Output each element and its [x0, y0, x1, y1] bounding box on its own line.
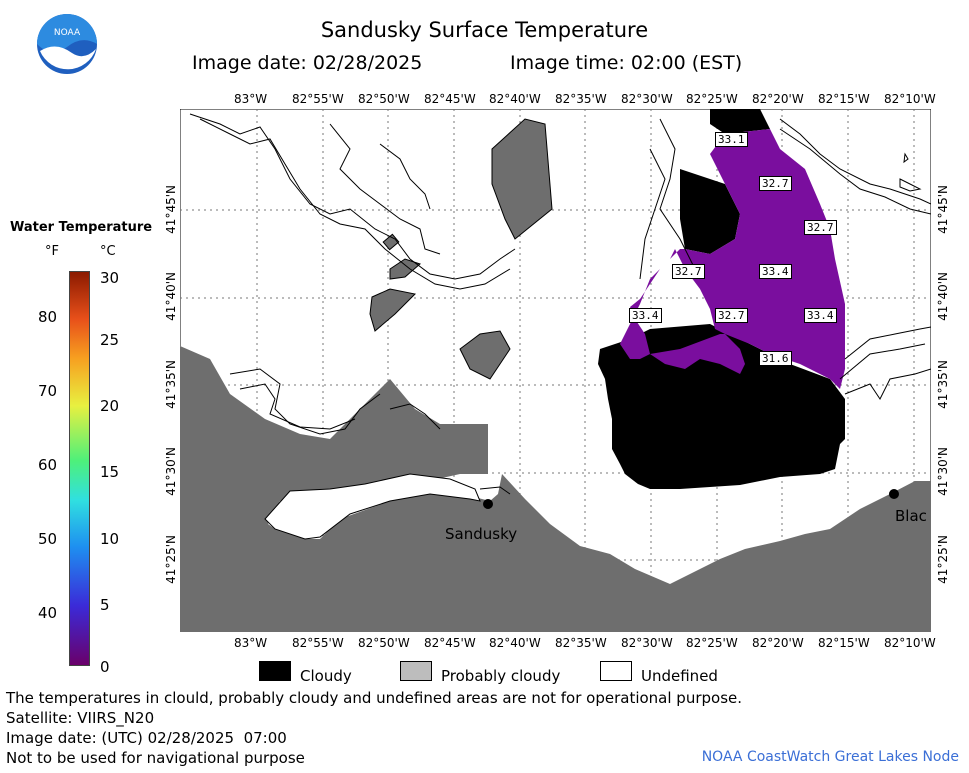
- temp-label: 32.7: [715, 308, 748, 323]
- lon-label: 82°45'W: [424, 636, 476, 650]
- lat-label: 41°35'N: [936, 360, 950, 409]
- lat-label: 41°30'N: [164, 447, 178, 496]
- image-time: Image time: 02:00 (EST): [510, 52, 743, 74]
- lon-label: 83°W: [234, 636, 268, 650]
- lon-label: 82°35'W: [555, 92, 607, 106]
- footer-utc-date: Image date: (UTC) 02/28/2025 07:00: [6, 729, 287, 747]
- legend-cloudy: Cloudy: [300, 667, 352, 685]
- c-tick: 10: [100, 530, 120, 548]
- c-tick: 20: [100, 397, 120, 415]
- lat-label: 41°25'N: [164, 535, 178, 584]
- lon-label: 83°W: [234, 92, 268, 106]
- sandusky-bay: [264, 473, 481, 540]
- lat-label: 41°40'N: [936, 272, 950, 321]
- footer-navigation-note: Not to be used for navigational purpose: [6, 749, 305, 767]
- temp-label: 33.4: [629, 308, 662, 323]
- lon-label: 82°10'W: [884, 636, 936, 650]
- f-tick: 40: [38, 604, 58, 622]
- contours: [189, 113, 931, 495]
- c-tick: 15: [100, 463, 120, 481]
- f-tick: 50: [38, 530, 58, 548]
- cloud-area: [680, 169, 740, 254]
- island: [369, 288, 417, 332]
- lat-label: 41°45'N: [936, 185, 950, 234]
- temp-label: 32.7: [759, 176, 792, 191]
- lon-label: 82°55'W: [292, 636, 344, 650]
- lat-label: 41°45'N: [164, 185, 178, 234]
- svg-text:NOAA: NOAA: [54, 28, 81, 38]
- island: [382, 233, 400, 251]
- black-river-marker: [889, 489, 899, 499]
- lon-label: 82°10'W: [884, 92, 936, 106]
- valid-water: [650, 334, 745, 374]
- colorbar: [69, 271, 90, 666]
- c-tick: 30: [100, 269, 120, 287]
- f-tick: 80: [38, 308, 58, 326]
- c-tick: 25: [100, 331, 120, 349]
- legend-undefined: Undefined: [641, 667, 718, 685]
- colorbar-unit-f: °F: [45, 244, 59, 259]
- lon-label: 82°50'W: [358, 636, 410, 650]
- f-tick: 70: [38, 382, 58, 400]
- place-label-sandusky: Sandusky: [445, 525, 518, 543]
- temp-label: 31.6: [759, 351, 792, 366]
- colorbar-unit-c: °C: [100, 244, 116, 259]
- temp-label: 33.4: [804, 308, 837, 323]
- lon-label: 82°15'W: [818, 92, 870, 106]
- temp-label: 33.4: [759, 264, 792, 279]
- small-island: [903, 152, 909, 164]
- legend-probably-cloudy: Probably cloudy: [441, 667, 561, 685]
- c-tick: 0: [100, 658, 110, 676]
- lon-label: 82°30'W: [621, 92, 673, 106]
- lon-label: 82°45'W: [424, 92, 476, 106]
- temp-label: 33.1: [715, 132, 748, 147]
- island: [459, 330, 511, 380]
- c-tick: 5: [100, 596, 110, 614]
- page-title: Sandusky Surface Temperature: [320, 18, 649, 42]
- island: [491, 118, 553, 240]
- legend-swatch-probably-cloudy: [400, 661, 432, 681]
- lon-label: 82°30'W: [621, 636, 673, 650]
- f-tick: 60: [38, 456, 58, 474]
- legend-swatch-undefined: [600, 661, 632, 681]
- lon-label: 82°25'W: [686, 92, 738, 106]
- place-label-black: Blac: [895, 507, 927, 525]
- footer-satellite: Satellite: VIIRS_N20: [6, 709, 155, 727]
- lon-label: 82°25'W: [686, 636, 738, 650]
- sandusky-marker: [483, 499, 493, 509]
- lat-label: 41°35'N: [164, 360, 178, 409]
- lon-label: 82°20'W: [752, 92, 804, 106]
- lon-label: 82°40'W: [489, 636, 541, 650]
- temp-label: 32.7: [672, 264, 705, 279]
- map-panel: 33.1 32.7 32.7 32.7 33.4 33.4 32.7 33.4 …: [180, 109, 931, 632]
- lon-label: 82°55'W: [292, 92, 344, 106]
- lon-label: 82°15'W: [818, 636, 870, 650]
- colorbar-title: Water Temperature: [10, 220, 153, 235]
- cloud-area: [710, 109, 770, 134]
- temp-label: 32.7: [804, 220, 837, 235]
- lon-label: 82°50'W: [358, 92, 410, 106]
- image-date: Image date: 02/28/2025: [192, 52, 423, 74]
- small-island: [899, 178, 922, 192]
- valid-water: [620, 129, 845, 389]
- lon-label: 82°20'W: [752, 636, 804, 650]
- lat-label: 41°30'N: [936, 447, 950, 496]
- map-svg: [180, 109, 931, 632]
- credit: NOAA CoastWatch Great Lakes Node: [701, 749, 959, 765]
- lat-label: 41°40'N: [164, 272, 178, 321]
- lon-label: 82°40'W: [489, 92, 541, 106]
- legend-swatch-cloudy: [259, 661, 291, 681]
- noaa-logo: NOAA: [36, 13, 98, 75]
- land-south: [180, 346, 931, 632]
- lat-label: 41°25'N: [936, 535, 950, 584]
- lon-label: 82°35'W: [555, 636, 607, 650]
- footer-disclaimer: The temperatures in clould, probably clo…: [6, 689, 743, 707]
